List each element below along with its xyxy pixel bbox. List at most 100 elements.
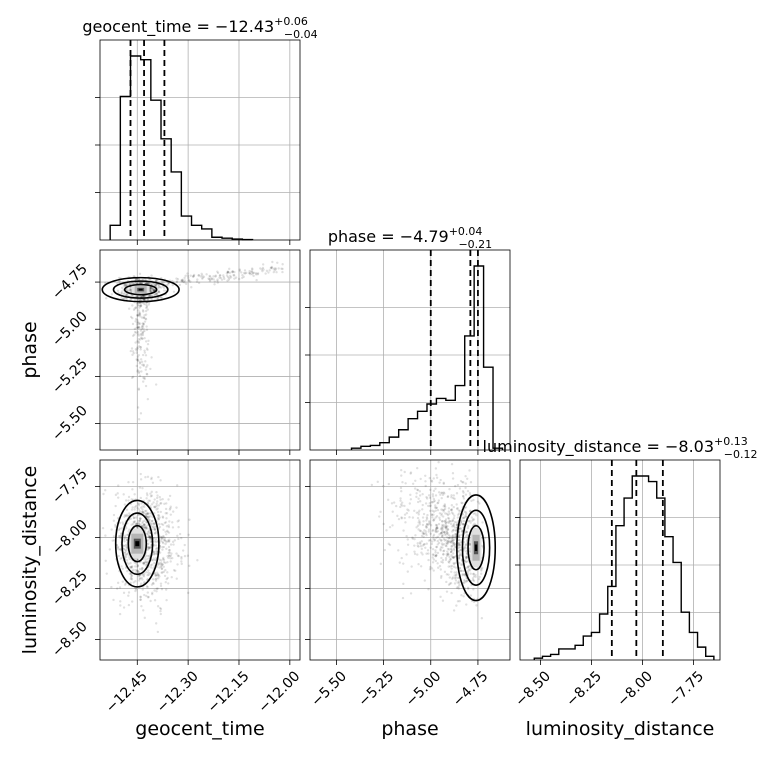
sample-point: [135, 323, 139, 327]
sample-point: [446, 495, 449, 499]
sample-point: [177, 525, 180, 529]
sample-point: [156, 587, 159, 590]
sample-point: [135, 302, 139, 305]
sample-point: [139, 332, 143, 336]
sample-point: [117, 496, 120, 499]
sample-point: [142, 298, 145, 301]
sample-point: [157, 518, 160, 521]
sample-point: [117, 528, 121, 532]
sample-point: [127, 481, 130, 484]
sample-point: [163, 536, 167, 540]
sample-point: [450, 538, 454, 541]
sample-point: [135, 562, 138, 565]
sample-point: [406, 570, 409, 573]
sample-point: [159, 565, 163, 569]
panel-title-luminosity_distance: luminosity_distance = −8.03+0.13 −0.12: [483, 435, 758, 461]
sample-point: [121, 292, 124, 295]
sample-point: [187, 591, 190, 595]
sample-point: [121, 567, 124, 570]
sample-point: [439, 478, 442, 482]
sample-point: [156, 540, 159, 543]
sample-point: [135, 522, 139, 525]
sample-point: [152, 523, 156, 526]
sample-point: [429, 546, 432, 549]
sample-point: [127, 495, 131, 499]
sample-point: [247, 271, 251, 275]
sample-point: [160, 563, 163, 566]
sample-point: [137, 298, 141, 301]
sample-point: [281, 267, 284, 271]
sample-point: [222, 275, 226, 279]
sample-point: [456, 581, 459, 584]
sample-point: [441, 515, 445, 518]
sample-point: [166, 576, 169, 580]
sample-point: [449, 557, 452, 561]
sample-point: [136, 369, 139, 372]
sample-point: [144, 309, 148, 313]
sample-point: [191, 275, 195, 278]
sample-point: [155, 279, 158, 282]
sample-point: [450, 508, 454, 511]
sample-point: [142, 316, 146, 320]
sample-point: [116, 289, 120, 292]
x-tick-label: −5.25: [356, 668, 398, 710]
sample-point: [477, 577, 481, 581]
sample-point: [448, 576, 451, 579]
sample-point: [136, 502, 140, 505]
sample-point: [452, 522, 456, 526]
sample-point: [142, 310, 145, 313]
sample-point: [120, 527, 124, 530]
sample-point: [248, 269, 251, 273]
sample-point: [157, 290, 160, 294]
sample-point: [142, 525, 145, 528]
sample-point: [440, 512, 443, 516]
sample-point: [440, 535, 444, 538]
sample-point: [445, 527, 448, 530]
sample-point: [133, 506, 137, 509]
sample-point: [444, 558, 448, 562]
sample-point: [149, 540, 152, 544]
sample-point: [143, 580, 146, 584]
sample-point: [429, 488, 432, 492]
sample-point: [464, 535, 468, 538]
sample-point: [139, 582, 143, 585]
sample-point: [208, 274, 211, 278]
sample-point: [180, 560, 183, 563]
sample-point: [444, 521, 448, 524]
sample-point: [136, 340, 139, 343]
sample-point: [131, 294, 135, 298]
sample-point: [136, 358, 140, 361]
sample-point: [143, 295, 147, 298]
sample-point: [142, 322, 145, 326]
sample-point: [421, 523, 425, 527]
sample-point: [147, 282, 150, 285]
sample-point: [452, 555, 455, 559]
sample-point: [453, 497, 456, 501]
sample-point: [125, 553, 129, 556]
sample-point: [132, 308, 136, 312]
sample-point: [135, 314, 139, 317]
sample-point: [144, 354, 148, 357]
sample-point: [150, 583, 154, 586]
density-block: [135, 541, 140, 547]
sample-point: [154, 622, 158, 625]
sample-point: [447, 517, 451, 520]
sample-point: [123, 548, 127, 552]
sample-point: [159, 535, 162, 538]
sample-point: [265, 269, 269, 273]
sample-point: [421, 544, 425, 547]
sample-point: [136, 320, 140, 324]
sample-point: [154, 383, 158, 386]
sample-point: [420, 540, 423, 543]
sample-point: [125, 508, 129, 511]
sample-point: [147, 571, 150, 574]
sample-point: [136, 406, 140, 409]
sample-point: [450, 544, 453, 548]
sample-point: [421, 532, 425, 535]
sample-point: [188, 564, 191, 568]
sample-point: [450, 520, 453, 523]
sample-point: [478, 502, 481, 505]
sample-point: [166, 561, 169, 564]
sample-point: [142, 575, 146, 578]
sample-point: [401, 481, 404, 484]
